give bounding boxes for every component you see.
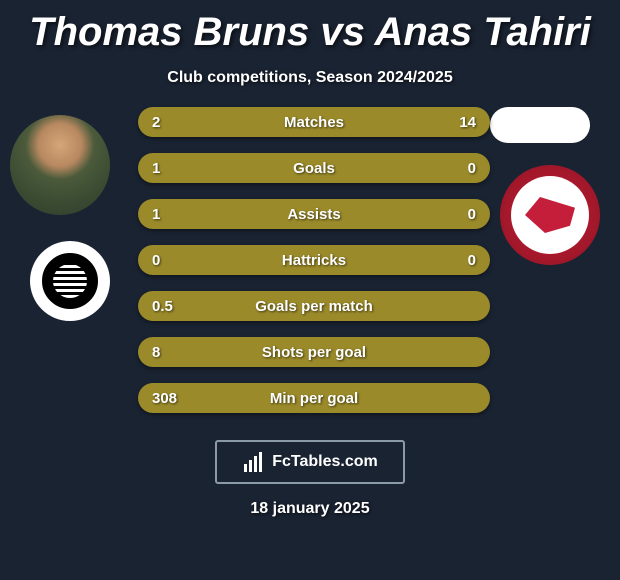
season-subtitle: Club competitions, Season 2024/2025 [0,69,620,87]
stat-row: 1Assists0 [138,199,490,229]
stat-right-value: 0 [468,206,476,223]
stat-left-value: 2 [152,114,160,131]
stat-row: 0.5Goals per match [138,291,490,321]
stat-label: Matches [138,114,490,131]
club-right-logo [500,165,600,265]
stat-row: 308Min per goal [138,383,490,413]
stat-label: Assists [138,206,490,223]
club-right-logo-inner [511,176,589,254]
stat-right-value: 14 [459,114,476,131]
stat-right-value: 0 [468,252,476,269]
brand-logo: FcTables.com [215,440,405,484]
player1-name: Thomas Bruns [29,10,309,54]
player-left-photo [10,115,110,215]
stat-row: 2Matches14 [138,107,490,137]
stat-left-value: 1 [152,160,160,177]
footer-date: 18 january 2025 [250,500,369,518]
comparison-title: Thomas Bruns vs Anas Tahiri [0,0,620,55]
chart-icon [242,452,266,472]
stat-label: Goals per match [138,298,490,315]
stat-left-value: 0 [152,252,160,269]
stat-left-value: 1 [152,206,160,223]
stat-label: Shots per goal [138,344,490,361]
stat-label: Hattricks [138,252,490,269]
vs-separator: vs [320,10,365,54]
stat-row: 0Hattricks0 [138,245,490,275]
brand-text: FcTables.com [272,453,378,471]
stat-left-value: 308 [152,390,177,407]
stat-row: 8Shots per goal [138,337,490,367]
club-right-bird-icon [525,197,575,233]
player-right-photo [490,107,590,143]
stat-right-value: 0 [468,160,476,177]
stat-label: Goals [138,160,490,177]
club-left-logo-inner [42,253,98,309]
stat-left-value: 0.5 [152,298,173,315]
stat-row: 1Goals0 [138,153,490,183]
player2-name: Anas Tahiri [374,10,590,54]
stat-label: Min per goal [138,390,490,407]
stat-left-value: 8 [152,344,160,361]
club-left-stripes-icon [53,264,87,298]
stats-bars-container: 2Matches141Goals01Assists00Hattricks00.5… [138,107,490,429]
club-left-logo [30,241,110,321]
